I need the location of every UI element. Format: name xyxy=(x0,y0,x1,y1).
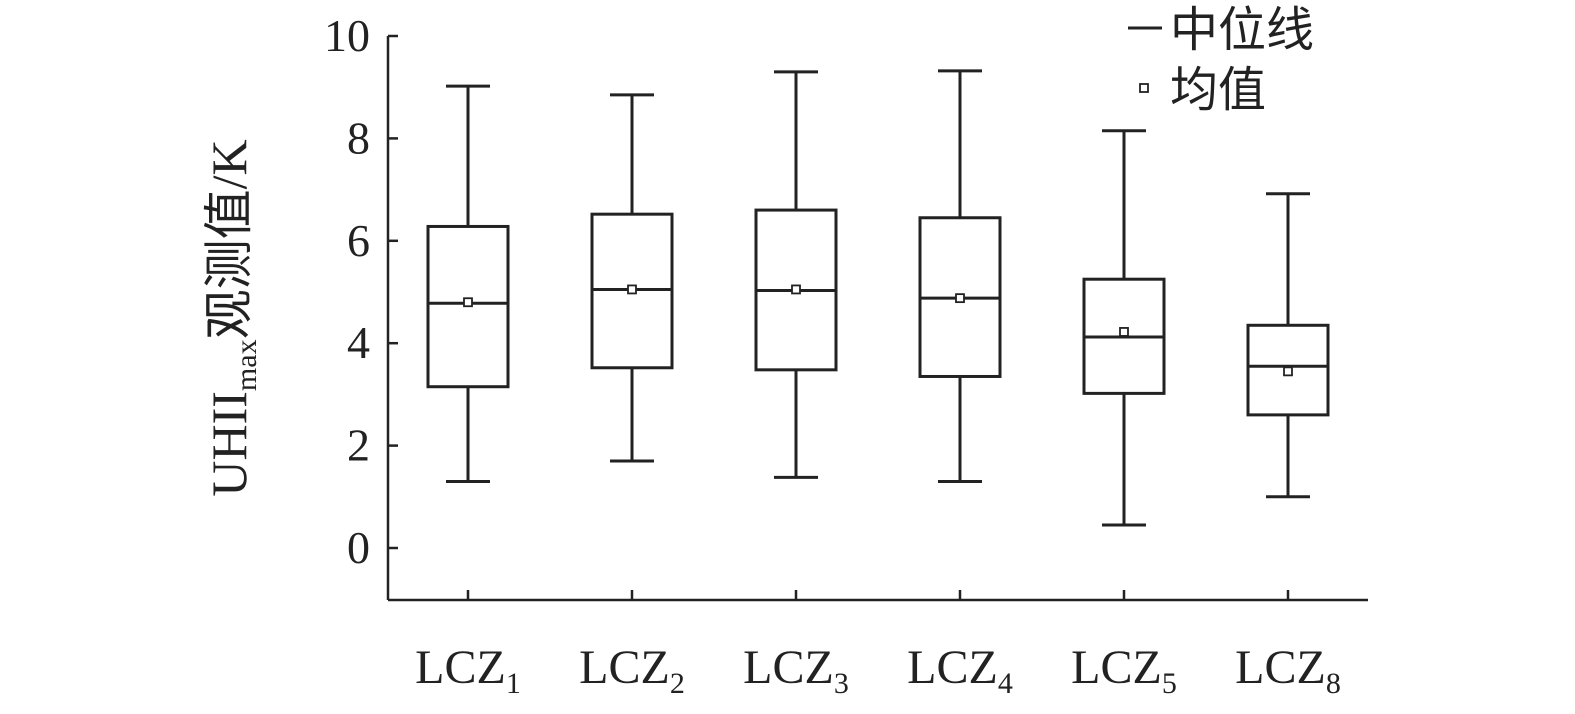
mean-marker xyxy=(1283,366,1293,377)
mean-marker xyxy=(1119,327,1129,337)
y-axis-label: UHIImax观测值/K xyxy=(201,139,263,496)
y-tick-label: 10 xyxy=(324,10,370,61)
box-2 xyxy=(590,93,674,463)
box-6 xyxy=(1246,192,1330,499)
x-axis-tick-labels: LCZ1 LCZ2 LCZ3 LCZ4 LCZ5 LCZ8 xyxy=(415,641,1341,700)
box-5 xyxy=(1082,129,1166,527)
legend-mean-label: 均值 xyxy=(1170,64,1266,117)
y-tick-label: 2 xyxy=(347,420,370,471)
axes: 0 2 4 6 8 10 xyxy=(324,10,1368,602)
y-tick-label: 8 xyxy=(347,112,370,163)
y-tick-label: 6 xyxy=(347,215,370,266)
mean-marker xyxy=(463,297,473,308)
legend-median-label: 中位线 xyxy=(1170,4,1314,57)
mean-marker xyxy=(955,293,965,304)
iqr-box xyxy=(1246,323,1330,417)
x-tick-label: LCZ1 xyxy=(415,641,521,700)
iqr-box xyxy=(426,224,510,389)
box-4 xyxy=(918,69,1002,483)
y-tick-label: 0 xyxy=(347,522,370,573)
mean-marker xyxy=(791,284,801,295)
x-tick-label: LCZ4 xyxy=(907,641,1013,700)
x-tick-label: LCZ2 xyxy=(579,641,685,700)
box-3 xyxy=(754,70,838,479)
boxes xyxy=(426,69,1330,527)
iqr-box xyxy=(590,212,674,370)
x-tick-label: LCZ8 xyxy=(1235,641,1341,700)
y-axis-title: UHIImax观测值/K xyxy=(201,139,263,496)
x-tick-label: LCZ5 xyxy=(1071,641,1177,700)
x-tick-label: LCZ3 xyxy=(743,641,849,700)
mean-marker xyxy=(627,284,637,295)
box-1 xyxy=(426,84,510,483)
y-tick-label: 4 xyxy=(347,317,370,368)
legend-mean-symbol xyxy=(1139,83,1149,93)
